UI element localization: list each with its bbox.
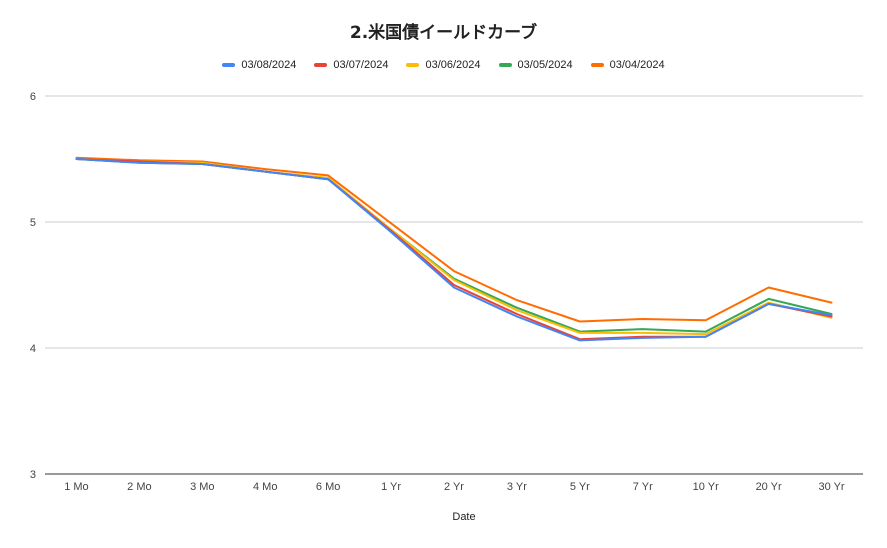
x-tick-label: 2 Mo	[127, 481, 151, 493]
x-tick-label: 10 Yr	[693, 481, 719, 493]
legend-swatch	[222, 63, 236, 67]
x-tick-label: 5 Yr	[570, 481, 590, 493]
chart-title: 2.米国債イールドカーブ	[349, 23, 538, 43]
series-line-03/08/2024	[75, 158, 833, 342]
y-tick-label: 4	[30, 343, 36, 355]
legend-swatch	[498, 63, 512, 67]
legend-swatch	[314, 63, 328, 67]
legend-label: 03/04/2024	[609, 59, 665, 71]
y-tick-label: 3	[30, 469, 36, 481]
series-line-03/05/2024	[75, 158, 833, 333]
legend-label: 03/07/2024	[333, 59, 389, 71]
x-tick-label: 7 Yr	[633, 481, 653, 493]
x-tick-label: 3 Mo	[190, 481, 214, 493]
series-line-03/06/2024	[75, 158, 833, 336]
legend-swatch	[406, 63, 420, 67]
legend-item: 03/04/2024	[590, 59, 665, 71]
chart-legend: 03/08/2024 03/07/2024 03/06/2024 03/05/2024…	[0, 59, 887, 71]
x-axis-label: Date	[452, 511, 475, 523]
x-tick-label: 4 Mo	[253, 481, 277, 493]
legend-label: 03/06/2024	[425, 59, 481, 71]
series-line-03/07/2024	[75, 158, 833, 341]
x-tick-label: 1 Yr	[381, 481, 401, 493]
legend-item: 03/07/2024	[314, 59, 388, 71]
y-tick-label: 5	[30, 217, 36, 229]
legend-item: 03/05/2024	[498, 59, 573, 71]
legend-label: 03/05/2024	[517, 59, 573, 71]
legend-item: 03/06/2024	[406, 59, 481, 71]
y-tick-label: 6	[30, 91, 36, 103]
x-tick-label: 20 Yr	[756, 481, 782, 493]
x-tick-label: 2 Yr	[444, 481, 464, 493]
x-tick-label: 30 Yr	[818, 481, 844, 493]
x-tick-label: 6 Mo	[316, 481, 340, 493]
legend-swatch	[590, 63, 604, 67]
legend-label: 03/08/2024	[241, 59, 297, 71]
x-tick-label: 1 Mo	[64, 481, 88, 493]
x-tick-label: 3 Yr	[507, 481, 527, 493]
series-line-03/04/2024	[75, 156, 833, 323]
legend-item: 03/08/2024	[222, 59, 296, 71]
